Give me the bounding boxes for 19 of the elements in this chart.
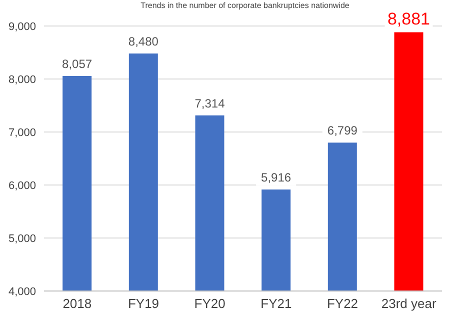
x-tick-label: FY20 <box>194 296 226 312</box>
chart-title: Trends in the number of corporate bankruptcies nationwide <box>140 1 350 10</box>
y-tick-label: 4,000 <box>8 286 36 298</box>
data-label: 8,057 <box>62 56 92 71</box>
y-tick-label: 5,000 <box>8 232 36 245</box>
x-tick-label: 2018 <box>62 296 92 312</box>
y-tick-label: 6,000 <box>8 180 36 192</box>
y-tick-label: 9,000 <box>8 20 36 33</box>
x-tick-label: 23rd year <box>381 296 437 312</box>
y-tick-label: 8,000 <box>8 74 36 86</box>
x-tick-label: FY22 <box>326 296 358 312</box>
data-label: 6,799 <box>327 124 358 138</box>
data-label: 7,314 <box>194 96 226 110</box>
data-label: 8,881 <box>387 9 430 28</box>
x-tick-label: FY21 <box>260 296 292 312</box>
data-label: 5,916 <box>261 170 292 184</box>
data-label: 8,480 <box>128 34 159 49</box>
x-tick-label: FY19 <box>128 296 160 312</box>
y-tick-label: 7,000 <box>8 126 36 139</box>
